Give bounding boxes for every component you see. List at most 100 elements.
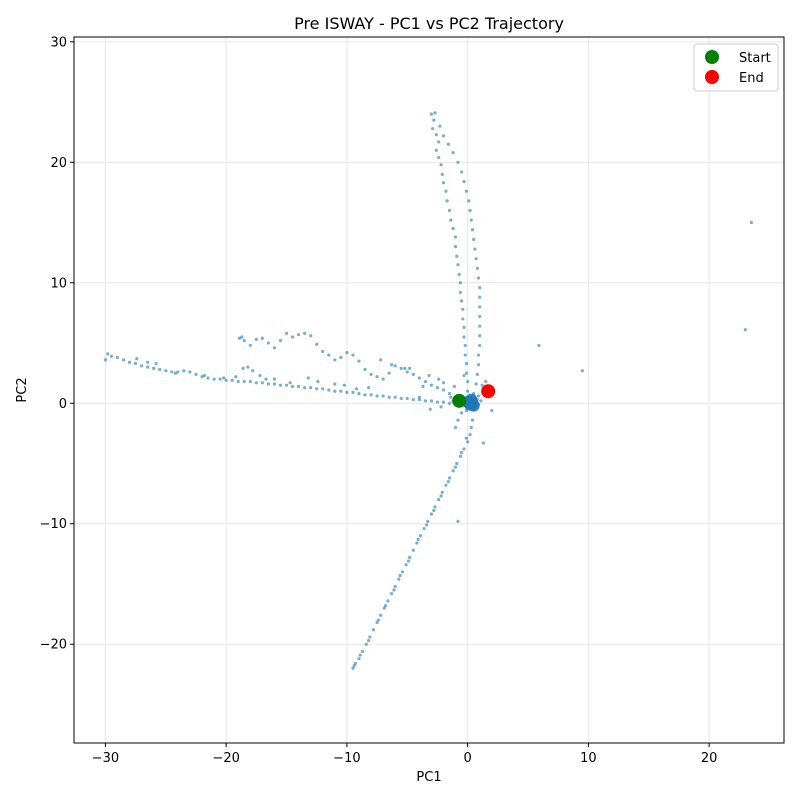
trajectory-point	[478, 324, 482, 328]
trajectory-point	[357, 359, 361, 363]
trajectory-point	[158, 367, 162, 372]
trajectory-point	[447, 401, 452, 405]
trajectory-point	[441, 400, 446, 404]
trajectory-point	[441, 381, 446, 385]
trajectory-point	[749, 220, 753, 225]
trajectory-point	[222, 376, 226, 380]
trajectory-point	[393, 395, 397, 399]
trajectory-point	[398, 573, 402, 578]
trajectory-point	[461, 307, 465, 311]
trajectory-point	[389, 592, 394, 596]
trajectory-point	[121, 358, 126, 362]
trajectory-point	[363, 367, 367, 372]
trajectory-point	[463, 343, 467, 348]
trajectory-point	[451, 469, 455, 473]
trajectory-point	[429, 512, 434, 516]
x-tick-label: 10	[580, 751, 597, 766]
trajectory-point	[446, 142, 450, 146]
x-tick-label: 20	[701, 751, 718, 766]
trajectory-point	[460, 411, 464, 415]
trajectory-point	[456, 160, 460, 164]
y-axis-label: PC2	[15, 377, 30, 402]
trajectory-point	[251, 369, 255, 373]
trajectory-point	[433, 505, 437, 509]
x-tick-label: −10	[333, 751, 360, 766]
trajectory-point	[316, 379, 320, 384]
trajectory-point	[462, 335, 466, 339]
trajectory-point	[363, 393, 367, 397]
trajectory-point	[339, 389, 343, 393]
trajectory-point	[461, 317, 465, 321]
trajectory-point	[109, 354, 114, 358]
trajectory-point	[478, 314, 482, 319]
trajectory-point	[445, 199, 449, 203]
trajectory-point	[152, 366, 156, 370]
trajectory-point	[453, 245, 458, 249]
trajectory-point	[288, 381, 292, 385]
gridlines	[74, 37, 784, 743]
trajectory-point	[351, 353, 355, 357]
trajectory-point	[451, 151, 455, 155]
trajectory-point	[480, 383, 484, 387]
trajectory-point	[241, 366, 245, 370]
trajectory-point	[441, 134, 446, 138]
trajectory-point	[393, 364, 397, 368]
trajectory-point	[164, 369, 168, 373]
trajectory-point	[296, 332, 301, 337]
trajectory-point	[194, 372, 198, 376]
trajectory-point	[447, 392, 452, 396]
trajectory-point	[242, 379, 246, 384]
trajectory-point	[453, 465, 458, 469]
trajectory-cluster-point	[467, 399, 480, 412]
trajectory-point	[429, 399, 434, 403]
trajectory-point	[476, 353, 481, 357]
chart-title: Pre ISWAY - PC1 vs PC2 Trajectory	[294, 14, 564, 33]
trajectory-point	[472, 237, 476, 242]
trajectory-point	[399, 366, 403, 370]
trajectory-point	[342, 383, 347, 387]
trajectory-point	[284, 383, 289, 387]
trajectory-point	[434, 132, 438, 137]
trajectory-point	[200, 375, 204, 379]
trajectory-point	[290, 335, 295, 339]
trajectory-point	[309, 385, 313, 390]
trajectory-point	[353, 661, 357, 666]
trajectory-point	[437, 155, 441, 160]
trajectory-point	[264, 377, 268, 381]
trajectory-point	[429, 112, 434, 116]
trajectory-point	[248, 343, 252, 348]
trajectory-point	[327, 388, 331, 392]
trajectory-point	[106, 352, 110, 356]
trajectory-point	[476, 394, 481, 398]
legend-start-label: Start	[739, 51, 771, 66]
trajectory-point	[408, 366, 412, 370]
trajectory-point	[360, 649, 365, 654]
trajectory-point	[415, 541, 419, 545]
trajectory-point	[258, 373, 262, 378]
trajectory-point	[474, 382, 478, 386]
trajectory-point	[464, 189, 469, 193]
trajectory-point	[479, 399, 483, 403]
trajectory-point	[467, 199, 471, 203]
trajectory-point	[408, 555, 412, 560]
trajectory-point	[478, 295, 482, 299]
trajectory-point	[438, 124, 442, 128]
trajectory-point	[266, 341, 271, 345]
trajectory-point	[469, 425, 473, 429]
trajectory-point	[218, 377, 222, 381]
trajectory-point	[345, 390, 349, 395]
trajectory-point	[417, 398, 421, 402]
trajectory-point	[230, 378, 234, 382]
trajectory-point	[462, 373, 466, 378]
trajectory-point	[446, 479, 450, 484]
trajectory-point	[240, 335, 244, 339]
trajectory-point	[367, 638, 371, 643]
trajectory-point	[376, 618, 380, 622]
trajectory-point	[440, 490, 444, 495]
trajectory-point	[478, 305, 482, 309]
trajectory-point	[431, 126, 435, 131]
trajectory-point	[580, 369, 584, 373]
trajectory-point	[375, 375, 379, 379]
trajectory-point	[306, 376, 310, 380]
